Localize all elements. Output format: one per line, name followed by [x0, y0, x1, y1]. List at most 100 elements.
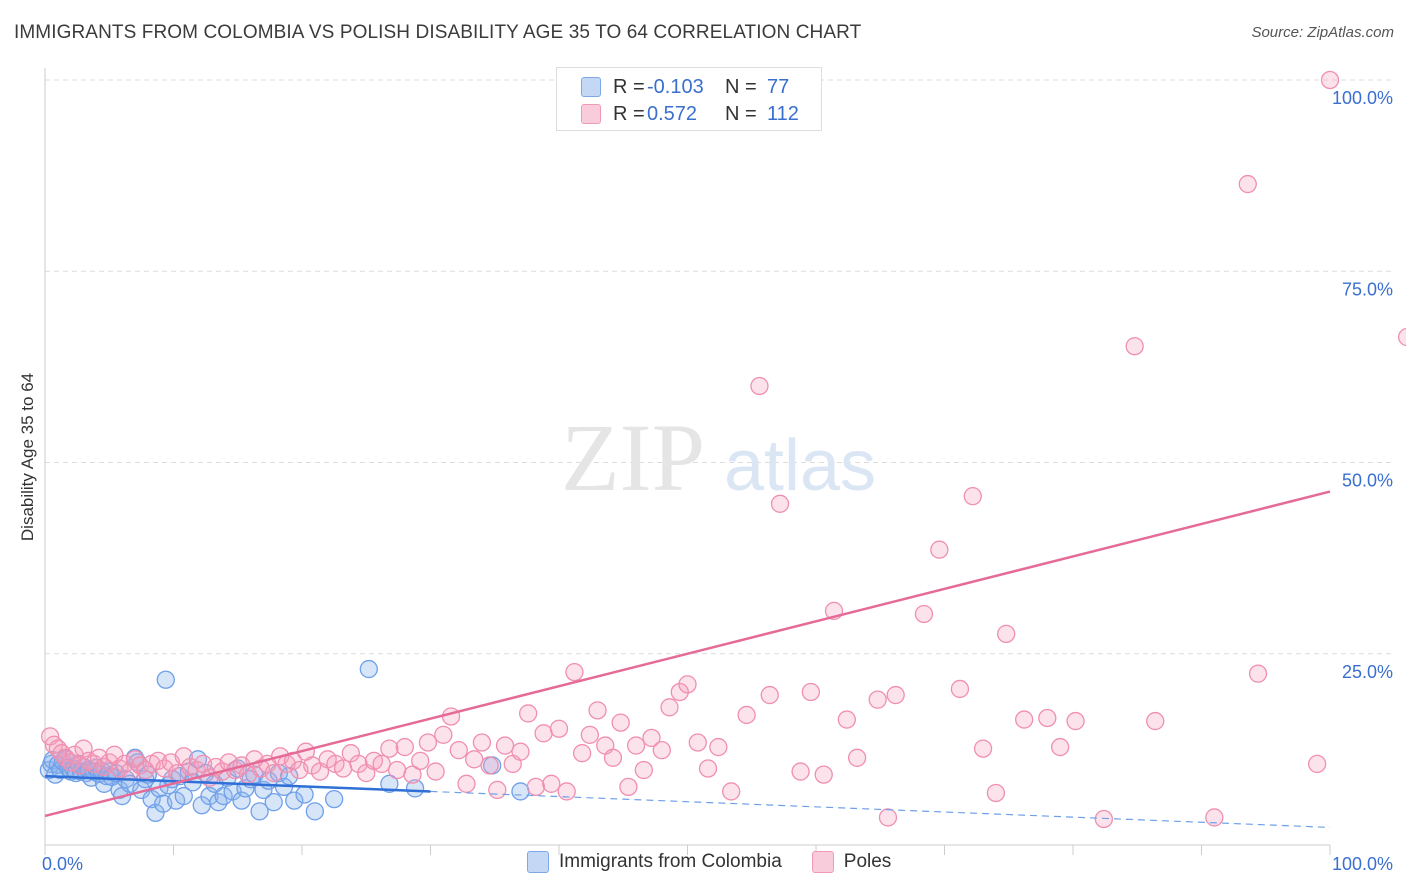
- point-poles: [837, 710, 856, 729]
- point-colombia: [174, 786, 193, 806]
- point-poles: [878, 808, 898, 827]
- legend-label-poles: Poles: [843, 851, 892, 872]
- legend-swatch-poles: [581, 104, 601, 124]
- point-poles: [709, 737, 728, 757]
- point-poles: [480, 756, 499, 775]
- point-poles: [534, 724, 553, 743]
- point-poles: [557, 782, 576, 801]
- legend-swatch-colombia: [581, 77, 601, 97]
- point-poles: [488, 780, 507, 800]
- x-tick-label: 100.0%: [1332, 854, 1393, 874]
- trend-line-poles: [44, 490, 1331, 818]
- point-poles: [660, 698, 679, 717]
- point-poles: [722, 782, 741, 801]
- point-poles: [349, 754, 368, 774]
- source-label: Source: ZipAtlas.com: [1251, 24, 1394, 41]
- x-tick-label: 0.0%: [42, 854, 83, 874]
- data-points: [39, 70, 1406, 829]
- point-poles: [814, 765, 833, 784]
- point-poles: [372, 754, 391, 774]
- trend-line-colombia-extension: [430, 790, 1331, 829]
- point-poles: [380, 739, 399, 758]
- point-poles: [886, 685, 905, 705]
- point-poles: [1397, 327, 1406, 347]
- n-value: 112: [767, 102, 799, 125]
- point-poles: [914, 604, 934, 624]
- point-poles: [973, 739, 993, 758]
- point-poles: [760, 685, 779, 705]
- point-poles: [403, 765, 422, 784]
- point-colombia: [264, 793, 283, 812]
- point-poles: [1308, 754, 1327, 774]
- point-poles: [264, 763, 283, 783]
- point-colombia: [305, 802, 325, 821]
- point-poles: [105, 745, 124, 764]
- point-poles: [449, 740, 468, 760]
- point-colombia: [359, 659, 378, 679]
- point-poles: [1248, 664, 1268, 683]
- y-axis-label: Disability Age 35 to 64: [18, 372, 37, 542]
- trend-lines: [44, 490, 1331, 829]
- point-poles: [434, 725, 453, 744]
- point-poles: [1125, 337, 1144, 356]
- series-legend: Immigrants from Colombia Poles: [527, 851, 921, 873]
- y-tick-label: 25.0%: [1342, 662, 1393, 682]
- n-value: 77: [767, 75, 790, 98]
- correlation-legend: R = -0.103 N = 77 R = 0.572 N = 112: [556, 67, 822, 131]
- legend-swatch-poles: [811, 851, 834, 873]
- point-poles: [542, 774, 561, 793]
- point-poles: [634, 760, 653, 780]
- point-poles: [750, 376, 769, 396]
- point-colombia: [324, 789, 344, 809]
- point-poles: [688, 733, 707, 752]
- legend-item-poles[interactable]: Poles: [811, 851, 892, 873]
- n-label: N =: [725, 75, 757, 98]
- point-poles: [565, 662, 584, 682]
- point-poles: [642, 728, 661, 748]
- legend-item-colombia[interactable]: Immigrants from Colombia: [527, 851, 782, 873]
- axes: [44, 68, 1331, 855]
- point-poles: [465, 750, 484, 769]
- point-colombia: [250, 802, 269, 821]
- point-poles: [519, 704, 538, 723]
- point-poles: [997, 624, 1016, 644]
- point-poles: [1066, 711, 1085, 731]
- point-poles: [619, 777, 638, 797]
- legend-row-colombia: R = -0.103 N = 77: [581, 74, 789, 100]
- point-poles: [986, 783, 1006, 803]
- y-tick-label: 50.0%: [1342, 471, 1393, 491]
- n-label: N =: [725, 102, 757, 125]
- point-poles: [611, 713, 630, 732]
- r-label: R =: [613, 102, 645, 125]
- point-colombia: [146, 803, 165, 823]
- grid-lines: [45, 79, 1395, 655]
- point-poles: [1320, 70, 1340, 90]
- r-label: R =: [613, 75, 645, 98]
- legend-label-colombia: Immigrants from Colombia: [559, 851, 782, 872]
- tick-labels: 25.0% 50.0% 75.0% 100.0% 0.0% 100.0%: [42, 88, 1393, 874]
- point-poles: [395, 737, 414, 757]
- point-poles: [1205, 808, 1224, 827]
- point-colombia: [285, 791, 304, 810]
- watermark-atlas: atlas: [724, 426, 876, 506]
- point-poles: [1051, 737, 1070, 757]
- point-poles: [333, 759, 353, 778]
- point-poles: [1094, 809, 1113, 829]
- point-poles: [678, 675, 697, 694]
- point-poles: [868, 690, 887, 709]
- point-poles: [698, 759, 718, 778]
- point-poles: [670, 682, 689, 702]
- r-value: 0.572: [647, 102, 698, 125]
- point-poles: [70, 756, 89, 775]
- y-tick-label: 75.0%: [1342, 279, 1393, 299]
- point-colombia: [405, 779, 425, 798]
- point-poles: [1015, 710, 1034, 729]
- point-poles: [418, 733, 438, 752]
- point-poles: [441, 707, 461, 726]
- point-poles: [930, 540, 949, 559]
- point-poles: [626, 736, 646, 755]
- legend-swatch-colombia: [527, 851, 549, 873]
- point-poles: [511, 742, 530, 761]
- point-colombia: [511, 782, 530, 801]
- point-poles: [472, 733, 492, 752]
